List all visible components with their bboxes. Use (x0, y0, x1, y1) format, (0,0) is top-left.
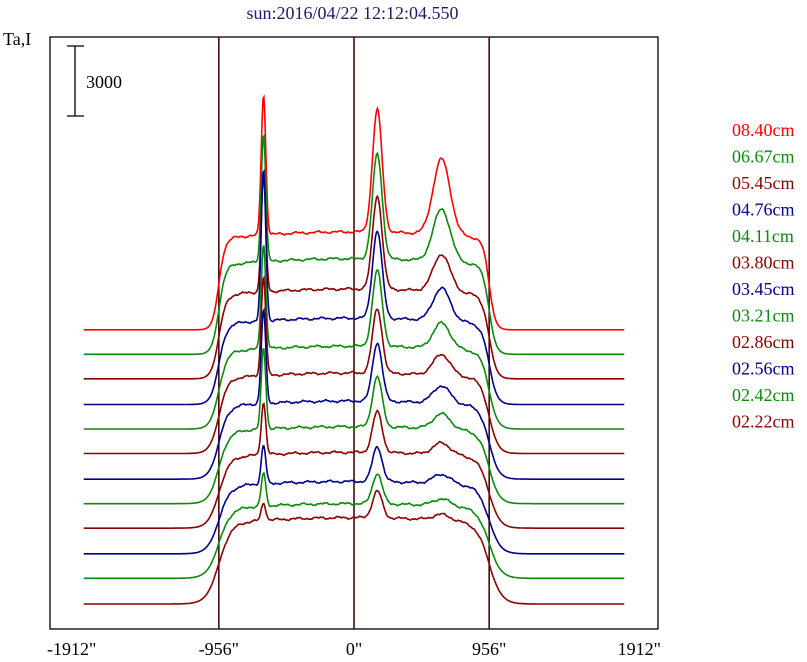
series-line-03.80cm (83, 274, 625, 455)
series-line-03.21cm (83, 348, 625, 505)
legend-item-02.56cm: 02.56cm (732, 359, 795, 379)
legend-item-06.67cm: 06.67cm (732, 147, 795, 167)
series-line-08.40cm (83, 94, 625, 331)
legend-item-05.45cm: 05.45cm (732, 173, 795, 193)
scale-bar-label: 3000 (86, 72, 122, 92)
legend-item-02.22cm: 02.22cm (732, 412, 795, 432)
series-line-02.56cm (83, 445, 625, 555)
legend-item-03.45cm: 03.45cm (732, 279, 795, 299)
y-axis-label: Ta,I (3, 29, 32, 49)
x-tick-label: 956" (472, 639, 506, 659)
series-line-03.45cm (83, 307, 625, 480)
legend-item-08.40cm: 08.40cm (732, 120, 795, 140)
legend-item-03.80cm: 03.80cm (732, 253, 795, 273)
legend-item-02.86cm: 02.86cm (732, 332, 795, 352)
series-line-04.11cm (83, 245, 625, 430)
x-tick-label: 1912" (618, 639, 661, 659)
series-line-04.76cm (83, 168, 625, 406)
chart-title: sun:2016/04/22 12:12:04.550 (246, 3, 459, 23)
series-line-02.22cm (83, 489, 625, 605)
x-tick-label: -1912" (47, 639, 96, 659)
series-line-06.67cm (83, 133, 625, 356)
legend-item-03.21cm: 03.21cm (732, 306, 795, 326)
legend-item-02.42cm: 02.42cm (732, 385, 795, 405)
series-line-02.86cm (83, 402, 625, 529)
x-tick-label: -956" (199, 639, 239, 659)
legend-item-04.11cm: 04.11cm (732, 226, 794, 246)
series-line-02.42cm (83, 471, 625, 580)
legend-item-04.76cm: 04.76cm (732, 200, 795, 220)
series-line-05.45cm (83, 173, 625, 380)
x-tick-label: 0" (346, 639, 362, 659)
